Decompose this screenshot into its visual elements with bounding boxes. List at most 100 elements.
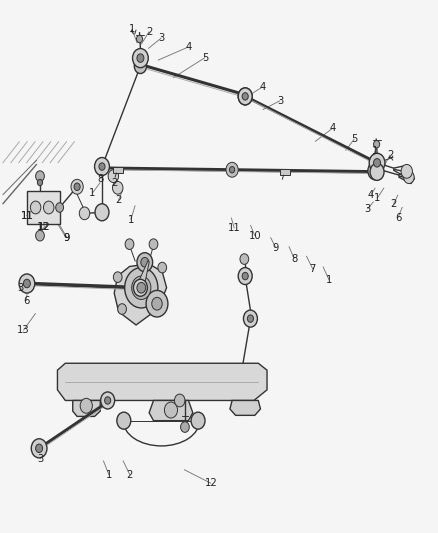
Circle shape [149, 239, 158, 249]
Text: 4: 4 [329, 123, 336, 133]
Circle shape [31, 439, 47, 458]
Text: 9: 9 [63, 233, 69, 243]
Polygon shape [136, 260, 149, 288]
Circle shape [125, 239, 134, 249]
Text: 9: 9 [272, 243, 279, 253]
Circle shape [43, 201, 54, 214]
Circle shape [23, 279, 30, 288]
Polygon shape [73, 400, 100, 416]
Circle shape [244, 310, 258, 327]
Circle shape [74, 183, 80, 190]
Text: 10: 10 [248, 231, 261, 241]
Bar [280, 168, 290, 175]
Polygon shape [114, 264, 166, 325]
Text: 4: 4 [368, 190, 374, 200]
Text: 4: 4 [185, 42, 191, 52]
Circle shape [174, 394, 185, 407]
Text: 6: 6 [395, 213, 401, 223]
Circle shape [404, 171, 414, 183]
Circle shape [230, 166, 235, 173]
Bar [113, 166, 123, 173]
Polygon shape [57, 364, 267, 400]
Text: 4: 4 [260, 82, 266, 92]
Circle shape [79, 207, 90, 220]
Circle shape [30, 201, 41, 214]
Text: 12: 12 [38, 222, 51, 232]
Circle shape [247, 315, 254, 322]
Text: 2: 2 [390, 199, 397, 209]
Circle shape [108, 169, 119, 182]
Circle shape [19, 274, 35, 293]
Circle shape [401, 165, 413, 178]
Bar [27, 191, 60, 224]
Text: 2: 2 [115, 195, 122, 205]
Circle shape [137, 253, 152, 272]
Circle shape [137, 35, 143, 43]
Circle shape [242, 272, 248, 280]
Circle shape [137, 282, 146, 293]
Text: 1: 1 [372, 146, 378, 156]
Circle shape [95, 159, 109, 174]
Circle shape [133, 49, 148, 68]
Circle shape [71, 179, 83, 194]
Circle shape [35, 171, 44, 181]
Text: 1: 1 [106, 470, 112, 480]
Text: 3: 3 [364, 204, 371, 214]
Text: 3: 3 [17, 283, 24, 293]
Circle shape [113, 272, 122, 282]
Text: 8: 8 [291, 254, 297, 263]
Text: 12: 12 [37, 222, 50, 232]
Text: 2: 2 [127, 470, 133, 480]
Circle shape [238, 88, 252, 105]
Text: 12: 12 [205, 479, 218, 488]
Text: 9: 9 [64, 233, 70, 243]
Circle shape [191, 412, 205, 429]
Text: 3: 3 [158, 33, 165, 43]
Circle shape [242, 93, 248, 100]
Circle shape [125, 268, 158, 308]
Text: 11: 11 [228, 223, 240, 233]
Circle shape [35, 444, 42, 453]
Text: 5: 5 [202, 53, 208, 62]
Circle shape [101, 392, 115, 409]
Circle shape [369, 154, 385, 172]
Circle shape [95, 158, 110, 175]
Text: 2: 2 [111, 177, 117, 188]
Circle shape [132, 276, 151, 300]
Text: 1: 1 [89, 188, 95, 198]
Text: 2: 2 [146, 27, 152, 37]
Circle shape [35, 230, 44, 241]
Circle shape [56, 203, 64, 212]
Circle shape [226, 163, 238, 177]
Circle shape [137, 54, 144, 62]
Circle shape [134, 279, 148, 296]
Circle shape [141, 257, 149, 267]
Text: 6: 6 [23, 296, 29, 306]
Circle shape [37, 179, 42, 185]
Text: 2: 2 [387, 150, 393, 160]
Text: 3: 3 [277, 95, 283, 106]
Polygon shape [149, 400, 193, 421]
Text: 1: 1 [326, 275, 332, 285]
Text: 8: 8 [97, 174, 103, 184]
Circle shape [117, 412, 131, 429]
Circle shape [368, 162, 383, 180]
Circle shape [80, 398, 92, 413]
Circle shape [152, 297, 162, 310]
Circle shape [164, 402, 177, 418]
Text: 11: 11 [21, 211, 33, 221]
Text: 5: 5 [351, 134, 357, 144]
Circle shape [370, 164, 384, 180]
Circle shape [374, 159, 381, 167]
Circle shape [113, 181, 123, 194]
Circle shape [118, 304, 127, 314]
Circle shape [146, 290, 168, 317]
Circle shape [240, 254, 249, 264]
Circle shape [180, 422, 189, 432]
Circle shape [99, 163, 105, 170]
Text: 3: 3 [37, 454, 43, 464]
Text: 11: 11 [21, 211, 33, 221]
Text: 13: 13 [17, 325, 30, 335]
Circle shape [134, 59, 147, 74]
Text: 1: 1 [374, 193, 380, 204]
